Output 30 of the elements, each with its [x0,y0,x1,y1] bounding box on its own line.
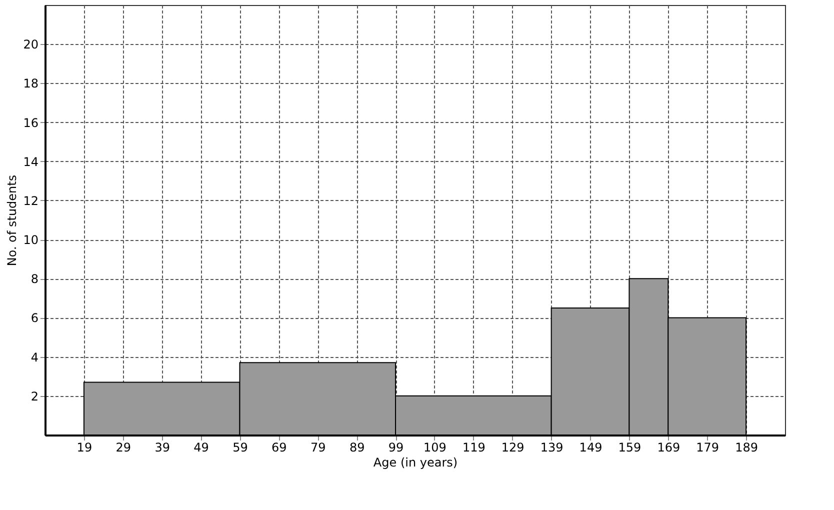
y-tick-label: 16 [23,116,38,130]
x-tick-label: 79 [310,440,326,454]
y-tick-label: 4 [30,350,38,364]
x-tick-label: 59 [232,440,248,454]
x-tick-label: 189 [735,440,758,454]
x-tick-label: 89 [349,440,365,454]
x-tick-label: 129 [501,440,524,454]
x-axis-title: Age (in years) [373,456,458,470]
y-tick-label: 6 [30,311,38,326]
y-tick-label: 10 [23,233,38,248]
x-tick-label: 69 [272,440,287,454]
y-tick-label: 8 [30,272,38,286]
y-tick-label: 2 [30,389,38,404]
y-tick-label: 20 [23,38,38,52]
y-tick-label: 12 [23,194,38,208]
y-axis-title: No. of students [5,174,20,266]
x-tick-label: 19 [76,440,92,454]
x-tick-label: 139 [540,440,564,454]
y-tick-label: 18 [23,76,38,91]
x-tick-label: 119 [462,440,486,454]
y-tick-label: 14 [23,154,38,169]
x-tick-label: 29 [116,440,132,454]
x-tick-label: 49 [194,440,209,454]
x-tick-label: 159 [618,440,642,454]
x-tick-label: 179 [696,440,720,454]
x-tick-label: 169 [657,440,680,454]
x-tick-label: 39 [154,440,170,454]
x-tick-label: 149 [579,440,602,454]
x-tick-label: 109 [424,440,446,454]
x-tick-label: 99 [388,440,404,454]
